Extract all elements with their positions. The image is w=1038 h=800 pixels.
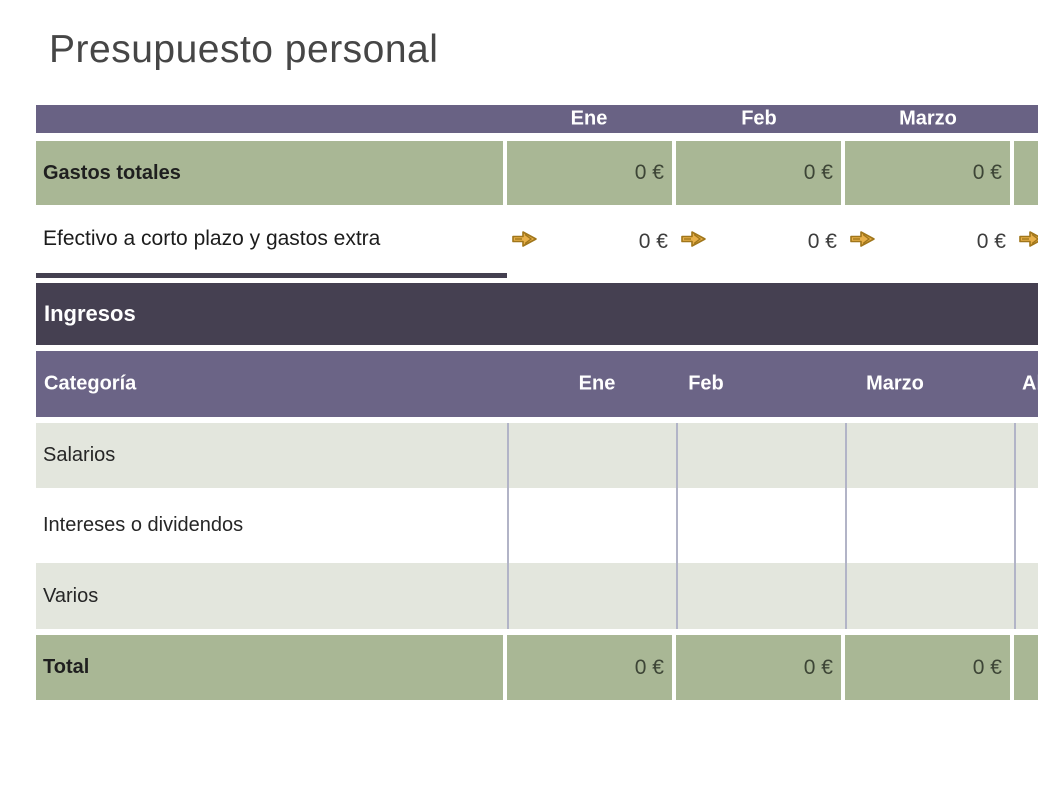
income-month-abril: Abril (1022, 372, 1038, 395)
income-cell-salarios-feb[interactable] (676, 423, 845, 488)
income-cell-intereses-marzo[interactable] (845, 488, 1014, 563)
summary-month-ene: Ene (570, 107, 608, 130)
income-month-ene: Ene (578, 372, 616, 395)
income-cell-varios-marzo[interactable] (845, 563, 1014, 629)
income-category-header-row: Categoría Ene Feb Marzo Abril (36, 351, 1038, 417)
income-cell-intereses-feb[interactable] (676, 488, 845, 563)
income-total-value-abril[interactable]: 0 € (1014, 635, 1038, 700)
gold-right-arrow-icon (680, 228, 708, 256)
total-expenses-value-feb[interactable]: 0 € (676, 141, 841, 205)
income-total-value-marzo[interactable]: 0 € (845, 635, 1010, 700)
income-section-title: Ingresos (44, 301, 136, 326)
summary-month-feb: Feb (741, 107, 777, 130)
income-cell-intereses-ene[interactable] (507, 488, 676, 563)
short-term-cash-cell-abril[interactable]: 0 € (1014, 205, 1038, 278)
income-cell-varios-abril[interactable] (1014, 563, 1038, 629)
total-expenses-row: Gastos totales 0 € 0 € 0 € 0 € (36, 141, 1038, 205)
income-total-value-feb[interactable]: 0 € (676, 635, 841, 700)
income-cell-salarios-abril[interactable] (1014, 423, 1038, 488)
income-total-row: Total 0 € 0 € 0 € 0 € (36, 635, 1038, 700)
income-row-varios: Varios (36, 563, 1038, 629)
total-expenses-label-cell[interactable]: Gastos totales (36, 141, 503, 205)
income-row-salarios: Salarios (36, 423, 1038, 488)
gold-right-arrow-icon (849, 228, 877, 256)
short-term-cash-cell-marzo[interactable]: 0 € (845, 205, 1014, 278)
total-expenses-value-abril[interactable]: 0 € (1014, 141, 1038, 205)
budget-spreadsheet: Ene Feb Marzo Abril Gastos totales 0 € 0… (36, 105, 1038, 705)
total-expenses-value-marzo[interactable]: 0 € (845, 141, 1010, 205)
short-term-cash-label-cell[interactable]: Efectivo a corto plazo y gastos extra (36, 205, 507, 278)
short-term-cash-value-marzo: 0 € (976, 229, 1006, 253)
income-month-marzo: Marzo (866, 372, 924, 395)
category-header-label: Categoría (44, 372, 137, 395)
income-row-label[interactable]: Salarios (43, 444, 116, 466)
income-row-label[interactable]: Intereses o dividendos (43, 514, 244, 536)
income-row-intereses: Intereses o dividendos (36, 488, 1038, 563)
income-cell-varios-ene[interactable] (507, 563, 676, 629)
income-cell-salarios-marzo[interactable] (845, 423, 1014, 488)
income-month-feb: Feb (688, 372, 724, 395)
income-row-label[interactable]: Varios (43, 584, 99, 607)
short-term-cash-value-feb: 0 € (807, 229, 837, 253)
gold-right-arrow-icon (511, 228, 539, 256)
income-total-value-ene[interactable]: 0 € (507, 635, 672, 700)
short-term-cash-value-ene: 0 € (638, 229, 668, 253)
income-section-header: Ingresos (36, 283, 1038, 345)
short-term-cash-cell-ene[interactable]: 0 € (507, 205, 676, 278)
income-cell-intereses-abril[interactable] (1014, 488, 1038, 563)
total-expenses-value-ene[interactable]: 0 € (507, 141, 672, 205)
income-cell-varios-feb[interactable] (676, 563, 845, 629)
page-title: Presupuesto personal (49, 28, 439, 71)
short-term-cash-row: Efectivo a corto plazo y gastos extra 0 … (36, 205, 1038, 283)
short-term-cash-cell-feb[interactable]: 0 € (676, 205, 845, 278)
income-cell-salarios-ene[interactable] (507, 423, 676, 488)
gold-right-arrow-icon (1018, 228, 1038, 256)
income-total-label-cell[interactable]: Total (36, 635, 503, 700)
summary-month-header-row: Ene Feb Marzo Abril (36, 105, 1038, 133)
summary-month-marzo: Marzo (899, 107, 957, 130)
